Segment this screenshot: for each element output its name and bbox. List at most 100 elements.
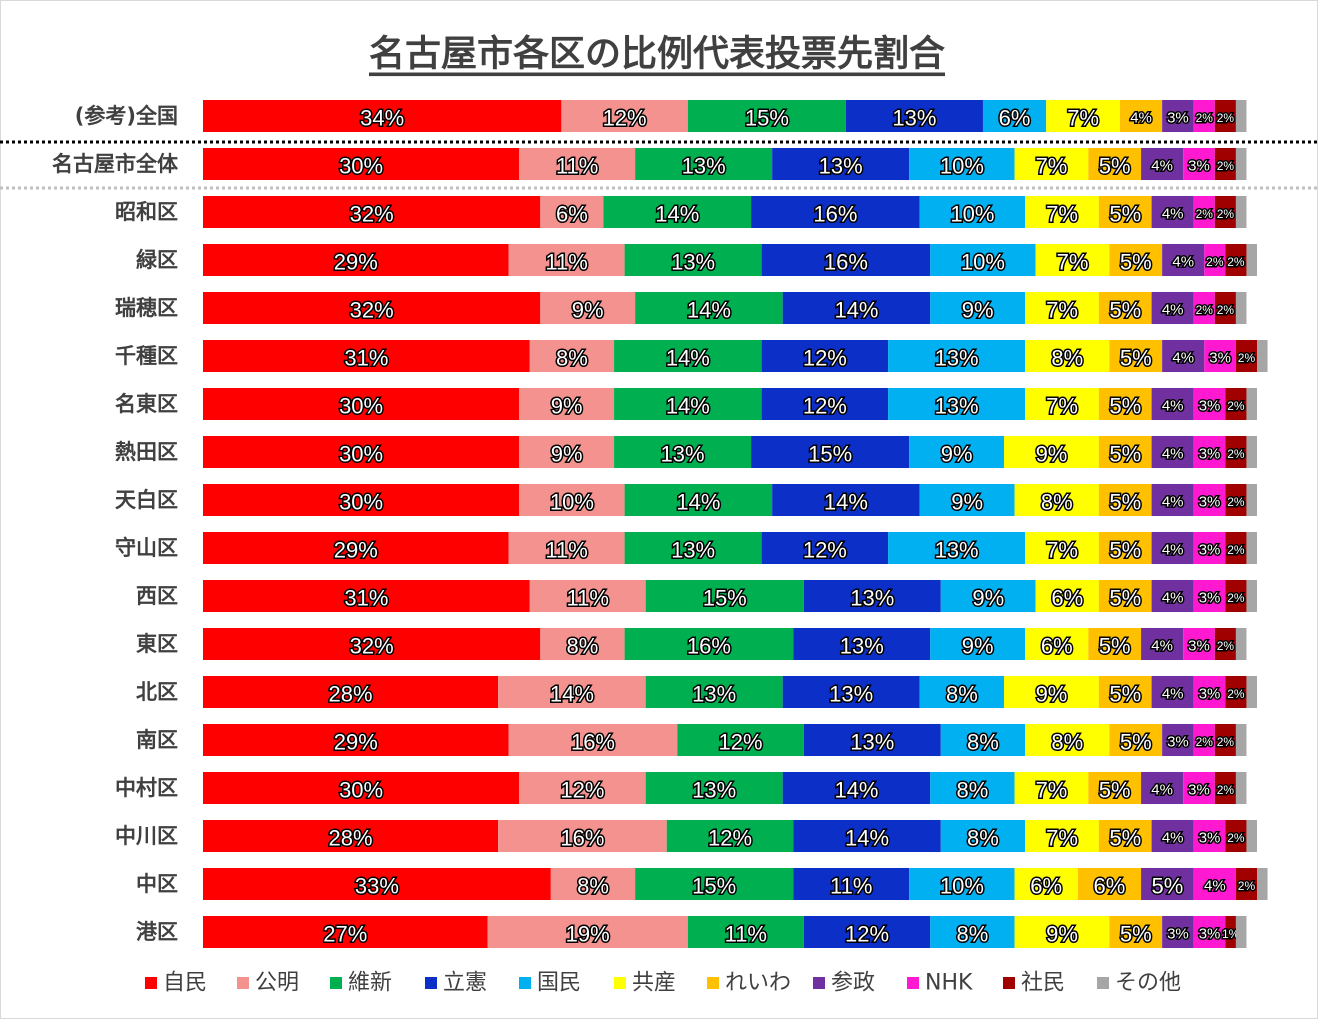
bar-segment (203, 676, 499, 708)
bar-segment (1162, 340, 1205, 372)
bar-segment (1025, 628, 1089, 660)
y-tick-label: 名東区 (115, 392, 178, 416)
bar-segment (1193, 436, 1226, 468)
bar-segment (203, 580, 530, 612)
data-label: 5% (1120, 730, 1152, 755)
bar-segment (1014, 148, 1089, 180)
data-label: 12% (719, 730, 763, 755)
bar-segment (1235, 292, 1247, 324)
data-label: 3% (1188, 638, 1210, 655)
data-label: 5% (1109, 538, 1141, 563)
data-label: 6% (1051, 586, 1083, 611)
bar-segment (1151, 292, 1194, 324)
bar-segment (1109, 340, 1163, 372)
bar-segment (761, 388, 889, 420)
y-tick-label: (参考)全国 (75, 104, 178, 128)
bar-segment (519, 148, 636, 180)
data-label: 19% (566, 922, 610, 947)
bar-segment (1246, 820, 1257, 852)
legend-label: 自民 (163, 971, 207, 996)
bar-segment (909, 148, 1015, 180)
data-label: 11% (830, 874, 872, 899)
bar-segment (519, 484, 625, 516)
bar-segment (487, 916, 688, 948)
data-label: 4% (1162, 398, 1184, 415)
bar-segment (1162, 100, 1194, 132)
y-tick-label: 港区 (136, 920, 178, 944)
data-label: 2% (1227, 831, 1245, 845)
data-label: 7% (1046, 298, 1078, 323)
data-label: 3% (1199, 926, 1221, 943)
data-label: 9% (572, 298, 604, 323)
data-label: 12% (803, 346, 847, 371)
data-label: 9% (941, 442, 973, 467)
bar-segment (1225, 580, 1247, 612)
y-tick-label: 中村区 (115, 776, 178, 800)
data-label: 4% (1162, 302, 1184, 319)
bar-segment (1077, 868, 1142, 900)
data-label: 11% (725, 922, 767, 947)
data-label: 2% (1227, 687, 1245, 701)
legend-label: 参政 (831, 971, 875, 996)
data-label: 8% (1051, 730, 1083, 755)
bar-segment (1225, 676, 1247, 708)
data-label: 3% (1167, 110, 1189, 127)
bar-segment (930, 244, 1036, 276)
bar-segment (1214, 772, 1236, 804)
data-label: 4% (1172, 350, 1194, 367)
bar-segment (645, 676, 783, 708)
bar-segment (1025, 724, 1110, 756)
bar-segment (203, 868, 551, 900)
data-label: 3% (1199, 542, 1221, 559)
data-label: 15% (692, 874, 736, 899)
bar-segment (1162, 724, 1194, 756)
bar-segment (1014, 916, 1110, 948)
data-label: 5% (1099, 778, 1131, 803)
data-label: 5% (1099, 634, 1131, 659)
data-label: 8% (957, 922, 989, 947)
bar-segment (1214, 100, 1236, 132)
data-label: 32% (350, 298, 394, 323)
bar-segment (529, 580, 646, 612)
bar-segment (540, 292, 636, 324)
bar-segment (614, 340, 762, 372)
bar-segment (1162, 244, 1205, 276)
data-label: 8% (967, 730, 999, 755)
data-label: 16% (813, 202, 857, 227)
data-label: 16% (824, 250, 868, 275)
bar-segment (919, 196, 1026, 228)
data-label: 34% (360, 106, 404, 131)
legend-swatch (237, 977, 249, 989)
chart-title: 名古屋市各区の比例代表投票先割合 (369, 34, 945, 75)
data-label: 7% (1046, 538, 1078, 563)
data-label: 3% (1199, 398, 1221, 415)
data-label: 9% (962, 634, 994, 659)
data-label: 7% (1036, 778, 1068, 803)
bar-segment (203, 196, 541, 228)
data-label: 11% (556, 154, 598, 179)
bar-segment (1193, 820, 1226, 852)
bar-segment (1098, 532, 1152, 564)
data-label: 5% (1099, 154, 1131, 179)
bar-segment (635, 148, 773, 180)
bar-segment (803, 916, 931, 948)
data-label: 29% (334, 730, 378, 755)
bar-segment (508, 724, 678, 756)
bar-segment (1088, 148, 1142, 180)
bar-segment (614, 436, 752, 468)
bar-segment (1225, 388, 1247, 420)
data-label: 14% (845, 826, 889, 851)
data-label: 9% (1036, 442, 1068, 467)
bar-segment (1151, 676, 1194, 708)
bar-segment (940, 724, 1026, 756)
bar-segment (203, 724, 509, 756)
data-label: 13% (840, 634, 884, 659)
bar-segment (1151, 484, 1194, 516)
data-label: 8% (556, 346, 588, 371)
data-label: 27% (323, 922, 367, 947)
data-label: 14% (666, 394, 710, 419)
legend-swatch (519, 977, 531, 989)
bar-segment (1193, 484, 1226, 516)
bar-segment (888, 532, 1026, 564)
bar-segment (645, 772, 783, 804)
